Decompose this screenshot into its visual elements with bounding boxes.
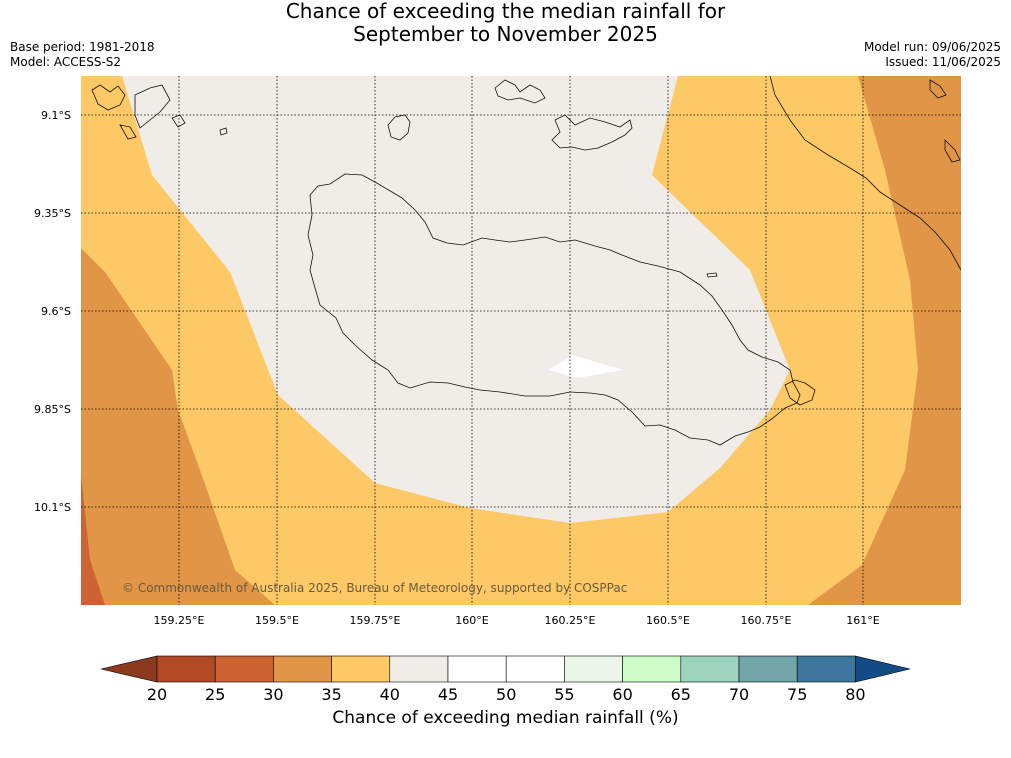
- rainfall-map: © Commonwealth of Australia 2025, Bureau…: [34, 76, 961, 700]
- colorbar-swatch: [738, 655, 798, 683]
- issued-text: Issued: 11/06/2025: [885, 55, 1001, 69]
- band-40-45: [122, 76, 790, 523]
- colorbar-extend-low: [100, 655, 158, 683]
- meta-right: Model run: 09/06/2025 Issued: 11/06/2025: [864, 40, 1001, 70]
- colorbar-swatch: [273, 655, 332, 683]
- colorbar-tick-label: 30: [263, 685, 283, 700]
- coast-nggela: [387, 114, 411, 141]
- meta-left: Base period: 1981-2018 Model: ACCESS-S2: [10, 40, 155, 70]
- coast-northwest-4: [171, 114, 186, 128]
- coast-northwest-2: [134, 84, 171, 129]
- colorbar-swatch: [389, 655, 449, 683]
- lon-label: 159.75°E: [350, 614, 401, 627]
- lon-labels: 159.25°E 159.5°E 159.75°E 160°E 160.25°E…: [154, 614, 880, 627]
- model-run-text: Model run: 09/06/2025: [863, 40, 1001, 54]
- graticule: [81, 76, 961, 605]
- colorbar-swatch: [505, 655, 565, 683]
- colorbar-tick-label: 65: [671, 685, 691, 700]
- lon-label: 159.5°E: [255, 614, 299, 627]
- coast-east-islets: [929, 79, 947, 99]
- colorbar-swatch: [214, 655, 274, 683]
- lon-label: 161°E: [846, 614, 879, 627]
- colorbar-tick-label: 20: [147, 685, 167, 700]
- coast-northwest: [91, 84, 126, 111]
- coast-nggela-islands: [551, 114, 633, 151]
- lon-label: 159.25°E: [154, 614, 205, 627]
- band-45-50: [548, 355, 624, 378]
- colorbar-tick-label: 45: [438, 685, 458, 700]
- lat-label: 9.85°S: [34, 403, 71, 416]
- coast-savo: [219, 127, 228, 136]
- colorbar-tick-label: 40: [380, 685, 400, 700]
- colorbar-extend-high: [855, 655, 911, 683]
- colorbar-tick-label: 25: [205, 685, 225, 700]
- coastlines: [91, 76, 961, 446]
- colorbar-ticks: 20 25 30 35 40 45 50 55 60 65 70 75 80: [147, 685, 866, 700]
- colorbar-swatch: [447, 655, 507, 683]
- coast-southeast-islet: [784, 379, 816, 406]
- colorbar-tick-label: 75: [787, 685, 807, 700]
- lon-label: 160.25°E: [545, 614, 596, 627]
- colorbar-tick-label: 50: [496, 685, 516, 700]
- coast-north-islets: [494, 79, 546, 104]
- colorbar-swatch: [156, 655, 216, 683]
- coast-northwest-3: [119, 124, 137, 140]
- band-30-35-west: [81, 248, 275, 605]
- lat-label: 10.1°S: [34, 501, 71, 514]
- lon-label: 160°E: [455, 614, 488, 627]
- model-text: Model: ACCESS-S2: [10, 55, 122, 69]
- colorbar-swatch: [331, 655, 391, 683]
- lat-label: 9.35°S: [34, 207, 71, 220]
- lat-label: 9.1°S: [41, 109, 71, 122]
- lon-label: 160.75°E: [741, 614, 792, 627]
- lon-label: 160.5°E: [646, 614, 690, 627]
- colorbar-label: Chance of exceeding median rainfall (%): [332, 708, 679, 728]
- colorbar-swatch: [796, 655, 856, 683]
- colorbar-tick-label: 70: [729, 685, 749, 700]
- coast-small-island: [706, 272, 718, 278]
- colorbar-tick-label: 80: [845, 685, 865, 700]
- title-line-1: Chance of exceeding the median rainfall …: [285, 0, 726, 23]
- probability-fields: [81, 76, 961, 605]
- colorbar-tick-label: 35: [321, 685, 341, 700]
- lat-label: 9.6°S: [41, 305, 71, 318]
- colorbar: [100, 655, 911, 683]
- colorbar-tick-label: 55: [554, 685, 574, 700]
- map-title: Chance of exceeding the median rainfall …: [0, 0, 1011, 46]
- band-25-30-west: [81, 475, 105, 605]
- lat-labels: 9.1°S 9.35°S 9.6°S 9.85°S 10.1°S: [34, 109, 71, 514]
- colorbar-swatch: [564, 655, 623, 683]
- title-line-2: September to November 2025: [353, 22, 658, 46]
- base-period-text: Base period: 1981-2018: [10, 40, 155, 54]
- colorbar-swatch: [680, 655, 740, 683]
- band-30-35-east: [808, 76, 961, 605]
- colorbar-tick-label: 60: [612, 685, 632, 700]
- copyright-text: © Commonwealth of Australia 2025, Bureau…: [122, 581, 627, 595]
- coast-east-islets-2: [944, 139, 961, 163]
- colorbar-swatch: [622, 655, 682, 683]
- coast-malaita: [769, 76, 961, 271]
